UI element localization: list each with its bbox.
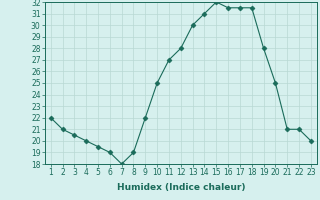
X-axis label: Humidex (Indice chaleur): Humidex (Indice chaleur) [116,183,245,192]
